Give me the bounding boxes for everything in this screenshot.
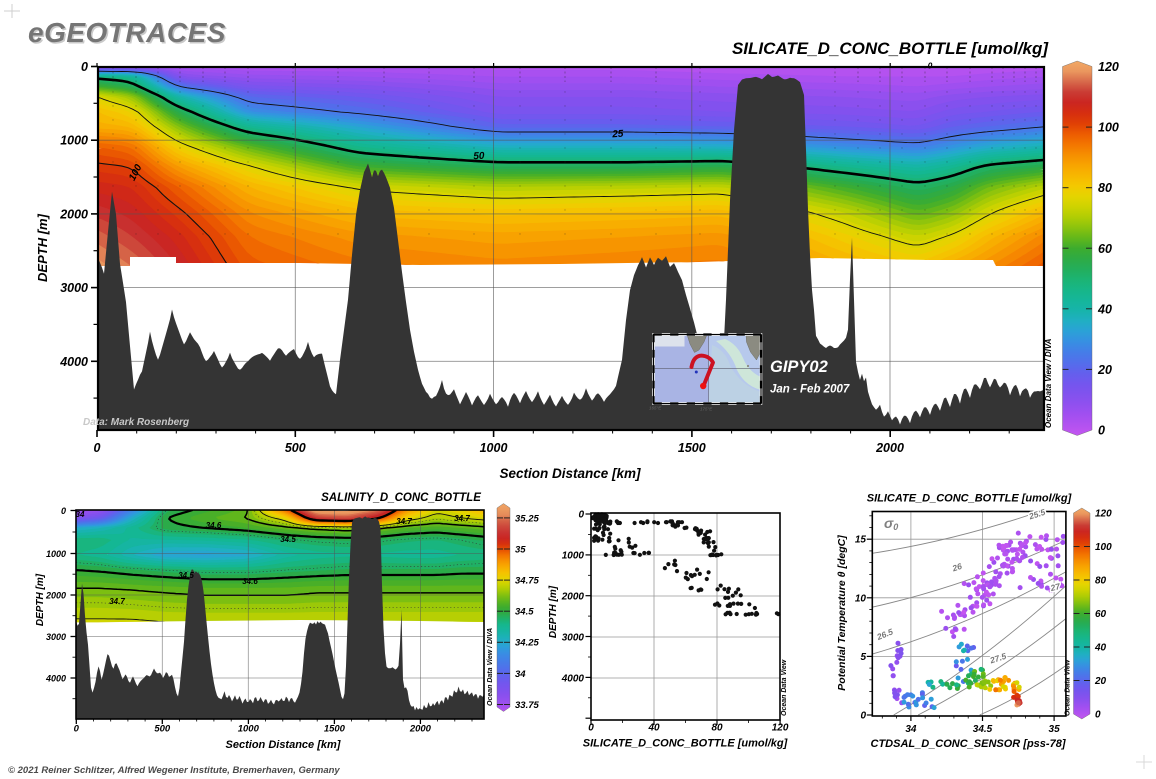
svg-text:40: 40 bbox=[1094, 643, 1107, 654]
svg-text:3000: 3000 bbox=[46, 632, 66, 642]
svg-text:1000: 1000 bbox=[238, 724, 260, 735]
svg-text:1000: 1000 bbox=[46, 549, 66, 559]
svg-text:Potential Temperature θ [degC]: Potential Temperature θ [degC] bbox=[836, 535, 848, 691]
svg-text:20: 20 bbox=[1097, 363, 1112, 377]
svg-text:175°E: 175°E bbox=[700, 407, 713, 412]
svg-text:0: 0 bbox=[94, 441, 101, 455]
svg-text:120: 120 bbox=[772, 723, 789, 734]
svg-text:34.75: 34.75 bbox=[515, 576, 539, 587]
svg-text:eGEOTRACES: eGEOTRACES bbox=[30, 19, 228, 50]
svg-text:5: 5 bbox=[860, 652, 866, 663]
svg-text:1000: 1000 bbox=[562, 551, 585, 562]
svg-text:0: 0 bbox=[81, 60, 88, 74]
svg-text:4000: 4000 bbox=[59, 355, 88, 369]
svg-text:60: 60 bbox=[1095, 609, 1107, 620]
svg-text:0: 0 bbox=[74, 724, 80, 735]
svg-text:2000: 2000 bbox=[561, 592, 585, 603]
svg-text:2000: 2000 bbox=[45, 591, 66, 601]
svg-text:33.75: 33.75 bbox=[515, 700, 539, 711]
svg-text:10: 10 bbox=[855, 593, 867, 604]
svg-text:2000: 2000 bbox=[409, 724, 432, 735]
svg-text:Ocean Data View: Ocean Data View bbox=[1065, 659, 1072, 716]
svg-text:DEPTH [m]: DEPTH [m] bbox=[35, 573, 46, 626]
svg-text:500: 500 bbox=[285, 441, 306, 455]
svg-text:Section Distance [km]: Section Distance [km] bbox=[226, 739, 341, 751]
svg-text:0: 0 bbox=[860, 711, 866, 722]
svg-text:80: 80 bbox=[1095, 576, 1107, 587]
svg-text:DEPTH [m]: DEPTH [m] bbox=[548, 585, 559, 638]
svg-text:1500: 1500 bbox=[324, 724, 346, 735]
svg-text:34.5: 34.5 bbox=[178, 571, 194, 580]
svg-text:60: 60 bbox=[1098, 242, 1112, 256]
svg-text:120: 120 bbox=[1098, 60, 1119, 74]
svg-text:Ocean Data View / DIVA: Ocean Data View / DIVA bbox=[1044, 338, 1053, 428]
svg-text:© 2021 Reiner Schlitzer, Alfre: © 2021 Reiner Schlitzer, Alfred Wegener … bbox=[8, 765, 340, 776]
svg-text:1500: 1500 bbox=[678, 441, 706, 455]
svg-text:35: 35 bbox=[515, 545, 526, 556]
svg-text:80: 80 bbox=[711, 723, 723, 734]
svg-text:34.5: 34.5 bbox=[973, 724, 993, 735]
svg-text:3000: 3000 bbox=[60, 281, 88, 295]
svg-text:500: 500 bbox=[154, 724, 171, 735]
svg-text:40: 40 bbox=[647, 723, 660, 734]
svg-text:0: 0 bbox=[588, 723, 594, 734]
svg-text:SALINITY_D_CONC_BOTTLE: SALINITY_D_CONC_BOTTLE bbox=[321, 492, 481, 504]
svg-text:GIPY02: GIPY02 bbox=[770, 358, 828, 376]
svg-text:4000: 4000 bbox=[561, 674, 585, 685]
svg-text:34.6: 34.6 bbox=[242, 577, 258, 586]
svg-text:0: 0 bbox=[1095, 710, 1101, 721]
svg-text:35.25: 35.25 bbox=[515, 513, 539, 524]
svg-text:100: 100 bbox=[1098, 121, 1119, 135]
svg-text:2000: 2000 bbox=[875, 441, 904, 455]
svg-text:SILICATE_D_CONC_BOTTLE [umol/k: SILICATE_D_CONC_BOTTLE [umol/kg] bbox=[583, 738, 788, 750]
svg-text:15: 15 bbox=[855, 535, 867, 546]
svg-text:4000: 4000 bbox=[45, 674, 66, 684]
svg-text:0: 0 bbox=[61, 506, 66, 516]
svg-text:DEPTH [m]: DEPTH [m] bbox=[35, 213, 50, 282]
svg-text:34.7: 34.7 bbox=[396, 517, 412, 526]
svg-text:3000: 3000 bbox=[562, 633, 585, 644]
svg-text:eGEOTRACES: eGEOTRACES bbox=[28, 17, 226, 48]
svg-text:0: 0 bbox=[578, 510, 584, 521]
svg-text:35: 35 bbox=[1049, 724, 1061, 735]
svg-text:SILICATE_D_CONC_BOTTLE [umol/k: SILICATE_D_CONC_BOTTLE [umol/kg] bbox=[867, 493, 1072, 505]
svg-text:34: 34 bbox=[515, 669, 526, 680]
svg-text:2000: 2000 bbox=[59, 207, 88, 221]
svg-text:34.7: 34.7 bbox=[109, 597, 125, 606]
svg-text:34.5: 34.5 bbox=[515, 607, 534, 618]
svg-text:40: 40 bbox=[1097, 302, 1112, 316]
svg-text:34.5: 34.5 bbox=[280, 535, 296, 544]
svg-text:34.6: 34.6 bbox=[206, 521, 222, 530]
svg-text:80: 80 bbox=[1098, 181, 1112, 195]
svg-text:20: 20 bbox=[1094, 676, 1107, 687]
svg-text:34.25: 34.25 bbox=[515, 638, 539, 649]
svg-text:50: 50 bbox=[473, 151, 485, 163]
svg-text:34.7: 34.7 bbox=[454, 514, 470, 523]
svg-text:Ocean Data View / DIVA: Ocean Data View / DIVA bbox=[487, 628, 494, 706]
svg-text:1000: 1000 bbox=[60, 134, 88, 148]
svg-text:100: 100 bbox=[1095, 542, 1112, 553]
svg-text:SILICATE_D_CONC_BOTTLE [umol/k: SILICATE_D_CONC_BOTTLE [umol/kg] bbox=[732, 39, 1049, 58]
svg-text:120: 120 bbox=[1095, 509, 1112, 520]
svg-text:34: 34 bbox=[76, 510, 85, 519]
svg-text:Jan - Feb 2007: Jan - Feb 2007 bbox=[770, 384, 850, 396]
svg-text:34: 34 bbox=[905, 724, 917, 735]
svg-text:0: 0 bbox=[928, 61, 933, 71]
svg-text:CTDSAL_D_CONC_SENSOR [pss-78]: CTDSAL_D_CONC_SENSOR [pss-78] bbox=[871, 738, 1066, 750]
svg-text:165°E: 165°E bbox=[649, 406, 662, 411]
svg-text:Section Distance [km]: Section Distance [km] bbox=[499, 466, 641, 481]
svg-text:Data: Mark Rosenberg: Data: Mark Rosenberg bbox=[83, 417, 189, 428]
svg-text:Ocean Data View: Ocean Data View bbox=[781, 659, 788, 716]
svg-text:0: 0 bbox=[1098, 424, 1105, 438]
svg-text:25: 25 bbox=[611, 129, 624, 141]
svg-text:1000: 1000 bbox=[480, 441, 508, 455]
